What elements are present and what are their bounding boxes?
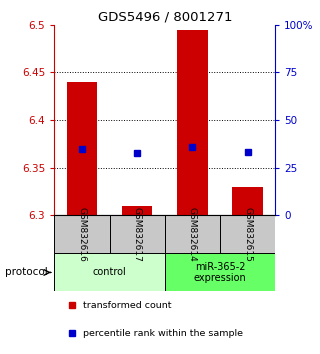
- Text: GSM832617: GSM832617: [133, 207, 142, 262]
- Text: control: control: [93, 267, 126, 278]
- Bar: [232, 187, 263, 215]
- Bar: [165, 215, 220, 253]
- Text: GSM832614: GSM832614: [188, 207, 197, 262]
- Text: miR-365-2
expression: miR-365-2 expression: [194, 262, 246, 283]
- Bar: [54, 253, 165, 291]
- Text: GSM832616: GSM832616: [77, 207, 86, 262]
- Text: percentile rank within the sample: percentile rank within the sample: [83, 329, 243, 338]
- Text: transformed count: transformed count: [83, 301, 172, 310]
- Bar: [109, 215, 165, 253]
- Bar: [54, 215, 109, 253]
- Bar: [165, 253, 275, 291]
- Bar: [177, 29, 208, 215]
- Bar: [220, 215, 275, 253]
- Bar: [67, 82, 97, 215]
- Text: GSM832615: GSM832615: [243, 207, 252, 262]
- Bar: [122, 206, 152, 215]
- Text: protocol: protocol: [5, 267, 48, 278]
- Title: GDS5496 / 8001271: GDS5496 / 8001271: [98, 11, 232, 24]
